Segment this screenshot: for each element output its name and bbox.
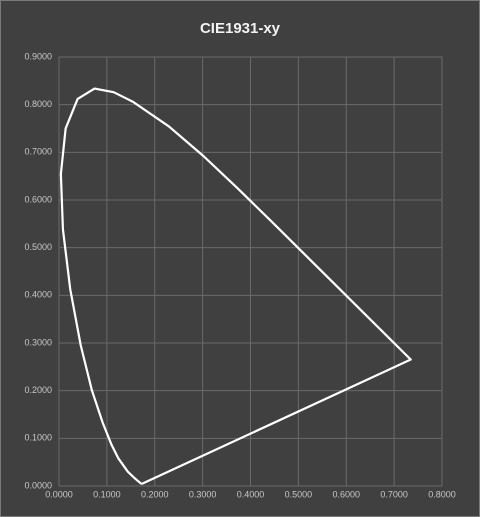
x-tick-label: 0.6000 [332,489,360,499]
y-tick-label: 0.2000 [24,385,52,395]
x-tick-label: 0.1000 [93,489,121,499]
y-tick-label: 0.8000 [24,99,52,109]
y-tick-label: 0.3000 [24,337,52,347]
y-tick-label: 0.0000 [24,480,52,490]
x-tick-label: 0.8000 [428,489,456,499]
locus-line [59,87,412,485]
x-tick-label: 0.3000 [189,489,217,499]
x-tick-label: 0.7000 [380,489,408,499]
y-tick-label: 0.6000 [24,194,52,204]
x-tick-label: 0.0000 [45,489,73,499]
y-tick-label: 0.1000 [24,433,52,443]
x-tick-label: 0.2000 [141,489,169,499]
x-tick-label: 0.4000 [237,489,265,499]
y-tick-label: 0.7000 [24,147,52,157]
y-tick-label: 0.9000 [24,51,52,61]
y-tick-label: 0.4000 [24,290,52,300]
y-tick-label: 0.5000 [24,242,52,252]
chart-title: CIE1931-xy [200,20,281,37]
x-tick-label: 0.5000 [285,489,313,499]
